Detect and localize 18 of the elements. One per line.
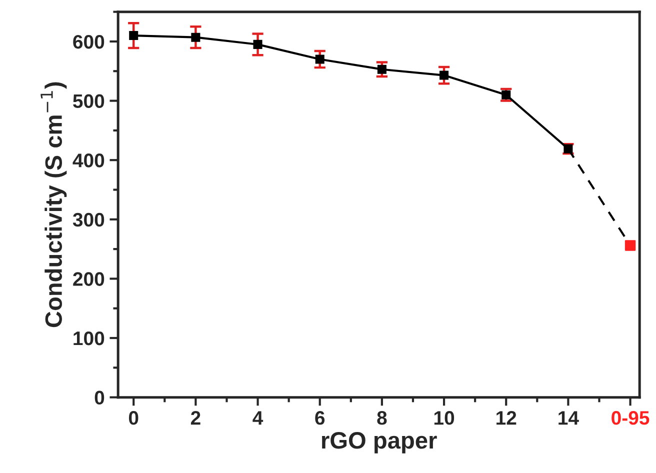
y-tick-label: 400 (72, 154, 104, 168)
x-tick-label: 6 (315, 411, 325, 425)
y-tick-label: 0 (94, 390, 104, 405)
x-tick-label: 12 (496, 411, 516, 425)
x-tick-label: 8 (377, 411, 387, 425)
x-tick-label: 14 (558, 411, 579, 425)
x-tick-label: 0 (128, 411, 138, 425)
y-axis-title: Conductivity (S cm$^{−1}$) (40, 82, 67, 328)
x-tick-label: 4 (252, 411, 264, 425)
x-tick-label: 0-95 (612, 411, 650, 425)
y-tick-label: 600 (73, 34, 104, 49)
y-tick-label: 100 (74, 331, 104, 346)
x-axis-title: rGO paper (322, 432, 437, 454)
y-tick-label: 500 (73, 94, 104, 108)
x-tick-label: 2 (190, 411, 200, 425)
y-tick-label: 300 (72, 212, 104, 227)
x-tick-label: 10 (434, 411, 454, 425)
y-tick-label: 200 (73, 272, 104, 286)
